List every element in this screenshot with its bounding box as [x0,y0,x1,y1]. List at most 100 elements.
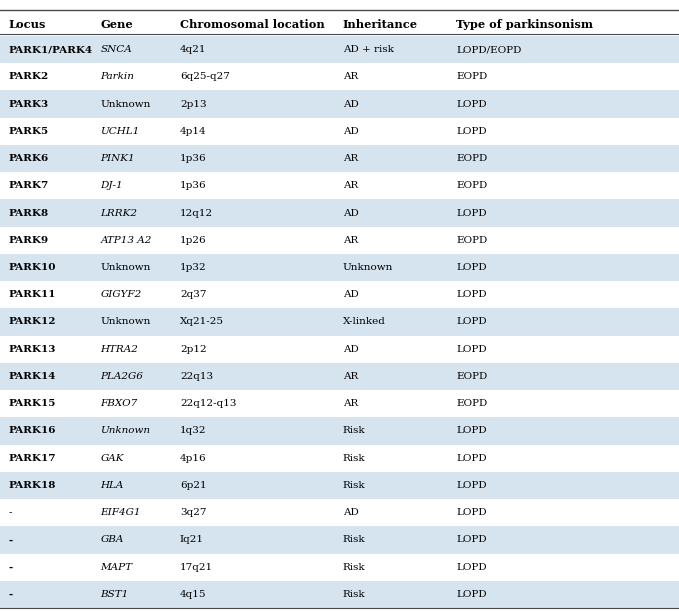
Text: LOPD: LOPD [456,263,487,272]
Bar [0,417,679,444]
Text: 22q13: 22q13 [180,372,213,381]
Text: PARK15: PARK15 [8,399,56,408]
Text: AR: AR [343,236,358,245]
Text: 6q25-q27: 6q25-q27 [180,72,230,81]
Text: LOPD: LOPD [456,345,487,354]
Text: AR: AR [343,72,358,81]
Text: LOPD: LOPD [456,453,487,463]
Text: 2q37: 2q37 [180,290,206,299]
Text: AR: AR [343,372,358,381]
Text: LOPD: LOPD [456,562,487,572]
Bar [0,200,679,226]
Text: LOPD: LOPD [456,590,487,599]
Text: PARK1/PARK4: PARK1/PARK4 [8,45,92,54]
Text: Risk: Risk [343,427,365,436]
Text: LRRK2: LRRK2 [100,209,137,217]
Text: 12q12: 12q12 [180,209,213,217]
Text: LOPD/EOPD: LOPD/EOPD [456,45,521,54]
Text: Xq21-25: Xq21-25 [180,318,224,326]
Text: EOPD: EOPD [456,399,488,408]
Text: LOPD: LOPD [456,427,487,436]
Text: EOPD: EOPD [456,72,488,81]
Text: 1p36: 1p36 [180,154,206,163]
Text: -: - [8,590,12,599]
Text: Risk: Risk [343,536,365,545]
Text: 2p13: 2p13 [180,100,206,108]
Bar [0,363,679,390]
Text: LOPD: LOPD [456,127,487,136]
Text: UCHL1: UCHL1 [100,127,140,136]
Text: AR: AR [343,399,358,408]
Bar [0,308,679,335]
Text: Locus: Locus [8,18,45,29]
Text: AD + risk: AD + risk [343,45,394,54]
Text: AD: AD [343,127,359,136]
Text: AD: AD [343,290,359,299]
Bar [0,145,679,172]
Text: AD: AD [343,345,359,354]
Text: PARK18: PARK18 [8,481,56,490]
Text: Chromosomal location: Chromosomal location [180,18,325,29]
Text: 22q12-q13: 22q12-q13 [180,399,236,408]
Bar [0,91,679,118]
Text: AR: AR [343,154,358,163]
Text: Risk: Risk [343,590,365,599]
Text: EOPD: EOPD [456,236,488,245]
Text: GBA: GBA [100,536,124,545]
Text: PARK3: PARK3 [8,100,48,108]
Text: AD: AD [343,100,359,108]
Text: LOPD: LOPD [456,209,487,217]
Text: PLA2G6: PLA2G6 [100,372,143,381]
Text: 1p26: 1p26 [180,236,206,245]
Text: 6p21: 6p21 [180,481,206,490]
Text: -: - [8,562,12,572]
Text: PARK11: PARK11 [8,290,56,299]
Text: 1q32: 1q32 [180,427,206,436]
Text: ATP13 A2: ATP13 A2 [100,236,152,245]
Text: EOPD: EOPD [456,154,488,163]
Text: AD: AD [343,209,359,217]
Text: Unknown: Unknown [100,427,151,436]
Text: 3q27: 3q27 [180,508,206,517]
Text: Type of parkinsonism: Type of parkinsonism [456,18,593,29]
Text: PARK8: PARK8 [8,209,48,217]
Text: PARK6: PARK6 [8,154,48,163]
Text: PINK1: PINK1 [100,154,135,163]
Text: 4q21: 4q21 [180,45,206,54]
Text: Parkin: Parkin [100,72,134,81]
Text: PARK9: PARK9 [8,236,48,245]
Text: GIGYF2: GIGYF2 [100,290,142,299]
Bar [0,526,679,553]
Text: PARK14: PARK14 [8,372,56,381]
Text: 1p32: 1p32 [180,263,206,272]
Text: X-linked: X-linked [343,318,386,326]
Text: PARK5: PARK5 [8,127,48,136]
Text: 4p14: 4p14 [180,127,206,136]
Text: HTRA2: HTRA2 [100,345,139,354]
Text: LOPD: LOPD [456,508,487,517]
Text: 4q15: 4q15 [180,590,206,599]
Text: Unknown: Unknown [100,318,151,326]
Text: SNCA: SNCA [100,45,132,54]
Text: LOPD: LOPD [456,536,487,545]
Text: PARK12: PARK12 [8,318,56,326]
Text: 2p12: 2p12 [180,345,206,354]
Text: PARK2: PARK2 [8,72,48,81]
Text: Gene: Gene [100,18,133,29]
Text: 1p36: 1p36 [180,181,206,190]
Text: PARK10: PARK10 [8,263,56,272]
Bar [0,254,679,281]
Text: -: - [8,536,12,545]
Text: PARK16: PARK16 [8,427,56,436]
Text: EOPD: EOPD [456,181,488,190]
Text: 4p16: 4p16 [180,453,206,463]
Text: LOPD: LOPD [456,318,487,326]
Text: AD: AD [343,508,359,517]
Text: GAK: GAK [100,453,124,463]
Text: AR: AR [343,181,358,190]
Text: DJ-1: DJ-1 [100,181,123,190]
Bar [0,581,679,608]
Text: LOPD: LOPD [456,290,487,299]
Text: BST1: BST1 [100,590,129,599]
Text: Unknown: Unknown [100,100,151,108]
